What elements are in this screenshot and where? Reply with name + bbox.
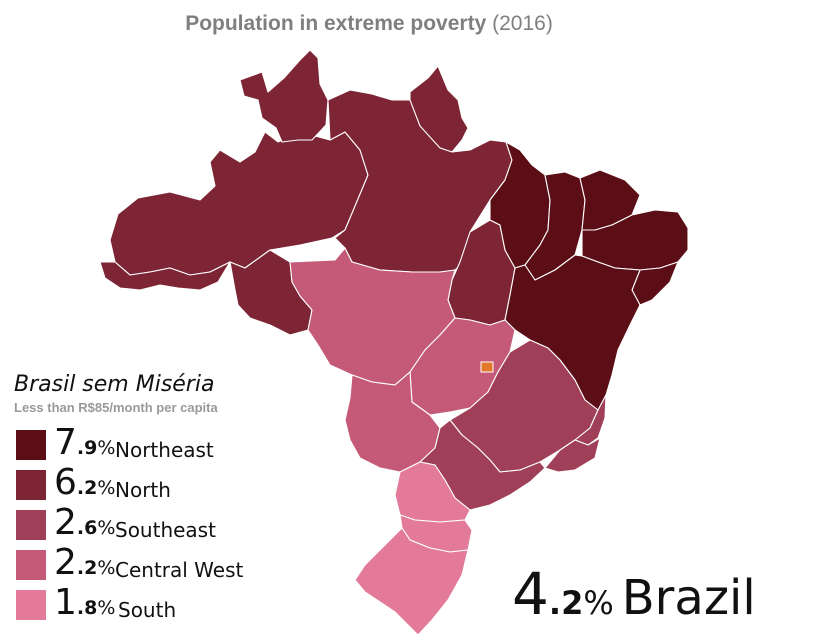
legend-value-pct: % bbox=[97, 597, 116, 619]
brazil-total: 4.2% Brazil bbox=[512, 560, 756, 628]
map-title-year: (2016) bbox=[492, 12, 553, 35]
region-central-west bbox=[289, 247, 516, 473]
legend-value-int: 1 bbox=[54, 582, 77, 623]
legend-value: 1.8% bbox=[54, 582, 115, 623]
map-title: Population in extreme poverty (2016) bbox=[0, 12, 738, 36]
region-northeast bbox=[489, 141, 689, 411]
federal-district-marker bbox=[480, 361, 494, 373]
state-rio-grande-do-sul bbox=[354, 527, 469, 636]
legend-swatch bbox=[16, 550, 46, 580]
legend-region-label: Central West bbox=[115, 558, 244, 582]
legend-swatch bbox=[16, 470, 46, 500]
region-south bbox=[354, 461, 473, 636]
map-title-main: Population in extreme poverty bbox=[185, 12, 487, 35]
legend-value-dec: .8 bbox=[76, 597, 98, 619]
legend-value: 2.6% bbox=[54, 502, 115, 543]
legend-value: 2.2% bbox=[54, 542, 115, 583]
state-amazonas bbox=[109, 131, 369, 276]
legend-swatch bbox=[16, 590, 46, 620]
legend-region-label: South bbox=[118, 598, 177, 622]
total-int: 4 bbox=[512, 560, 549, 628]
legend-swatch bbox=[16, 510, 46, 540]
total-dec: .2 bbox=[548, 584, 584, 622]
legend-value-dec: .2 bbox=[76, 557, 98, 579]
legend-value-pct: % bbox=[97, 437, 116, 459]
legend-value-dec: .9 bbox=[76, 437, 98, 459]
legend-region-label: Northeast bbox=[115, 438, 214, 462]
legend-value: 6.2% bbox=[54, 462, 115, 503]
legend-value-pct: % bbox=[97, 477, 116, 499]
region-north bbox=[99, 49, 516, 336]
legend-value-pct: % bbox=[97, 557, 116, 579]
legend-value: 7.9% bbox=[54, 422, 115, 463]
legend-region-label: North bbox=[115, 478, 171, 502]
total-pct: % bbox=[583, 584, 614, 622]
legend-region-label: Southeast bbox=[115, 518, 216, 542]
state-acre bbox=[99, 261, 231, 291]
legend-value-dec: .6 bbox=[76, 517, 98, 539]
state-roraima bbox=[239, 49, 329, 143]
legend-value-int: 6 bbox=[54, 462, 77, 503]
legend-value-dec: .2 bbox=[76, 477, 98, 499]
legend: Brasil sem Miséria Less than R$85/month … bbox=[14, 372, 218, 417]
legend-value-int: 2 bbox=[54, 542, 77, 583]
legend-swatch bbox=[16, 430, 46, 460]
total-name: Brazil bbox=[621, 570, 756, 626]
state-rio-de-janeiro bbox=[544, 437, 601, 473]
state-parana bbox=[394, 461, 471, 523]
legend-value-int: 2 bbox=[54, 502, 77, 543]
legend-value-int: 7 bbox=[54, 422, 77, 463]
legend-subtitle: Less than R$85/month per capita bbox=[14, 400, 218, 415]
legend-value-pct: % bbox=[97, 517, 116, 539]
legend-title: Brasil sem Miséria bbox=[14, 372, 215, 397]
